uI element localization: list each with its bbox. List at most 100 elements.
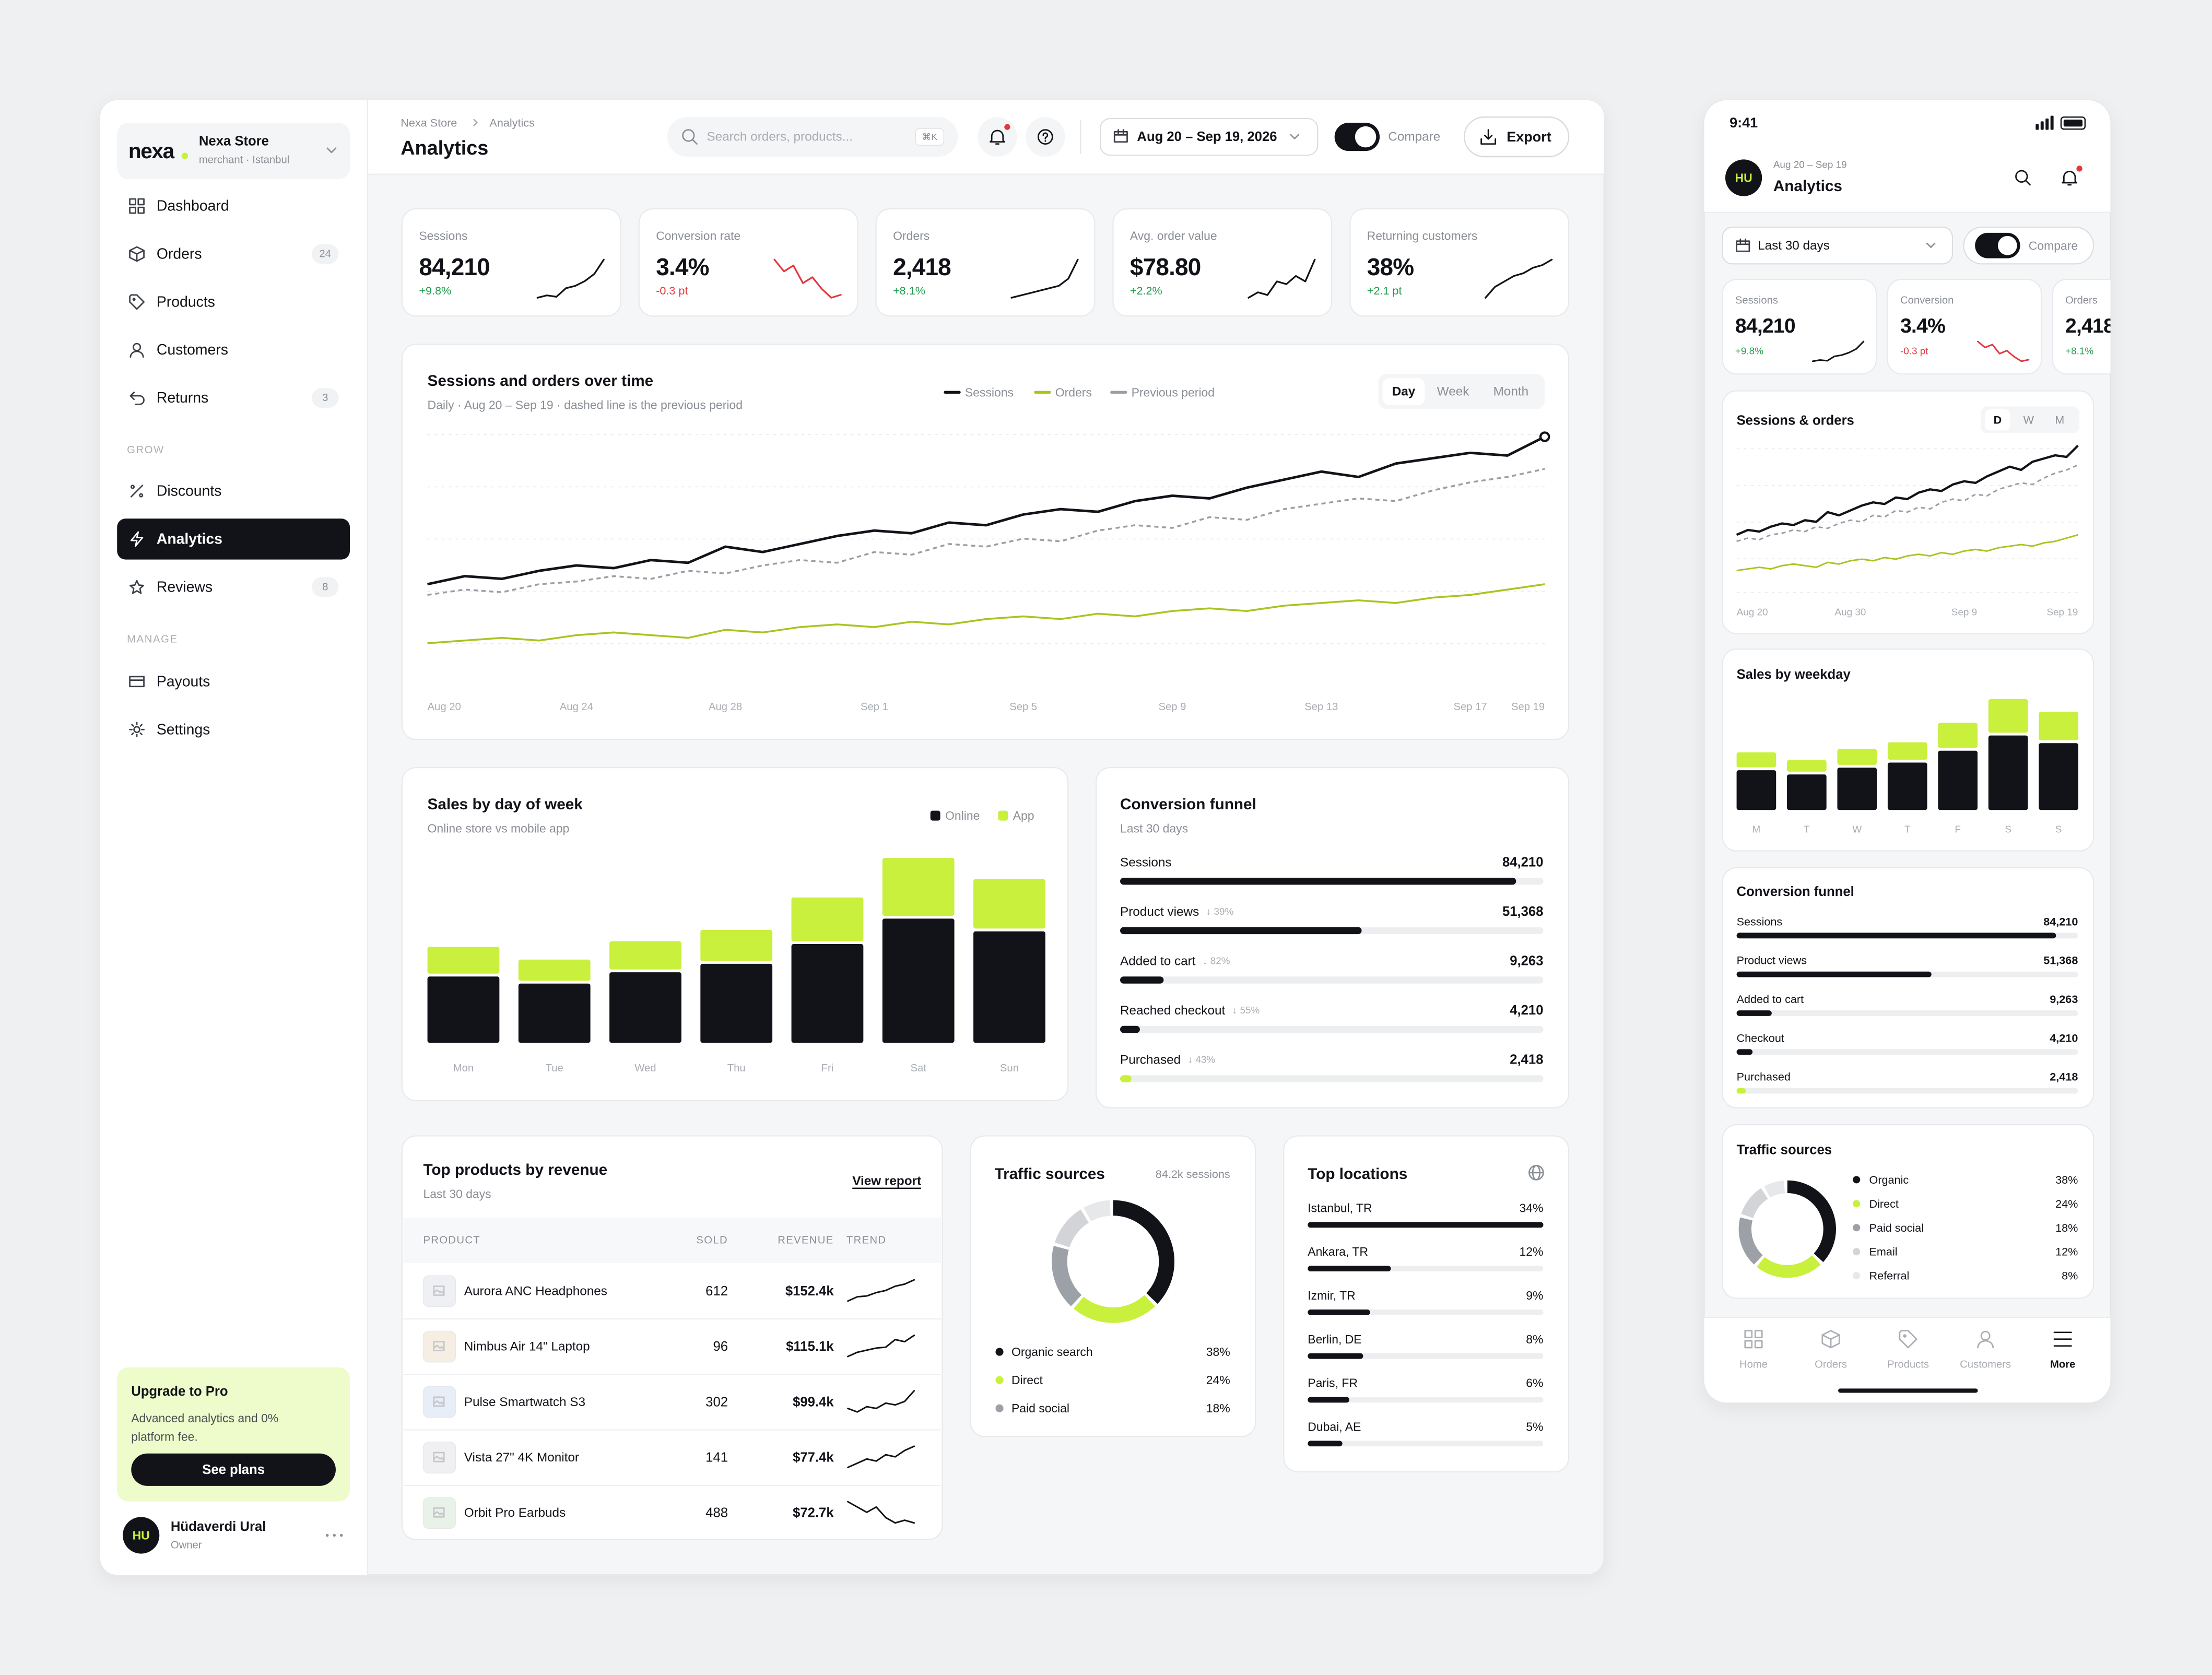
bottom-nav-icon [1744,1330,1763,1349]
chart-title: Sales by day of week [428,796,583,813]
location-bar [1308,1310,1370,1315]
funnel-drop: ↓ 82% [1203,956,1230,966]
nav-item[interactable] [117,661,350,702]
funnel-step-label: Product views [1120,904,1199,918]
store-switcher[interactable] [117,123,350,180]
donut-segment [1738,1180,1837,1278]
legend-dot [1853,1224,1861,1232]
funnel-step-label: Sessions [1120,855,1172,869]
location-bar [1308,1441,1343,1447]
card [2052,279,2111,375]
bar-segment [973,879,1045,929]
product-name: Aurora ANC Headphones [464,1284,607,1298]
nav-section: GROW [127,444,164,456]
funnel-bar [1736,1049,1753,1055]
funnel-step: Sessions [1737,915,1783,928]
funnel-value: 51,368 [1502,904,1543,919]
bar-segment [700,963,773,1043]
range-label: Day [1392,384,1416,398]
chevron [326,147,337,154]
location-bar [1308,1397,1349,1403]
nav-item[interactable] [117,709,350,750]
nav-item[interactable] [117,329,350,370]
funnel-track [1736,1010,2078,1016]
toggle-knob [1355,126,1376,148]
kpi-sparkline [773,258,842,299]
user-initials: HU [133,1528,150,1542]
location-bar [1308,1222,1544,1228]
search-field[interactable] [667,117,958,157]
funnel-value: 4,210 [1510,1003,1543,1018]
bar-segment [427,947,500,974]
compare-label: Compare [1388,130,1440,144]
date-picker[interactable] [1100,117,1319,156]
nav-label: Customers [157,341,228,358]
kpi-value: 84,210 [1735,315,1795,337]
breadcrumb-separator [473,119,478,126]
funnel-bar [1736,933,2056,939]
funnel-bar [1120,927,1362,935]
product-sold: 612 [705,1284,728,1299]
upgrade-button[interactable] [131,1453,336,1486]
column-header: TREND [846,1235,887,1246]
range-option-active[interactable] [1985,409,2010,431]
nav-icon [130,580,145,594]
range-option-active[interactable] [1382,378,1425,405]
location-track [1308,1397,1544,1403]
signal-bar [2045,119,2049,130]
funnel-step-label: Added to cart [1120,954,1196,968]
location-bar [1308,1266,1391,1272]
legend-label: Referral [1869,1269,1910,1282]
mobile-screen: 9:41 HU Aug 20 – Sep 19 Analytics Last 30 da… [1704,100,2111,1403]
x-tick-label: W [1852,824,1862,835]
kpi-sparkline [1010,258,1079,299]
legend-dot [995,1404,1004,1412]
legend-label: Paid social [1869,1221,1924,1234]
card [1096,767,1570,1108]
legend-dot [995,1348,1004,1356]
donut-segment [1738,1180,1837,1278]
product-trend [847,1445,915,1468]
signal-bar [2040,121,2044,130]
kpi-sparkline [1977,340,2030,362]
bar-segment [609,972,681,1043]
nav-item[interactable] [117,470,350,511]
user-menu-dot [340,1534,343,1537]
kpi-delta: +9.8% [419,284,451,297]
chart-title: Sales by weekday [1737,667,1851,682]
nav-icon [129,198,145,214]
kpi-delta: +2.1 pt [1367,284,1402,297]
kpi-value: 3.4% [656,253,709,280]
kpi-label: Orders [2065,295,2098,306]
mobile-avatar-initials: HU [1735,171,1752,185]
x-tick-label: Sat [910,1063,926,1074]
funnel-track [1736,1088,2078,1094]
nav-label: Products [157,293,215,310]
mobile-date-picker[interactable] [1722,227,1953,265]
traffic-legend: Organic search 38% Direct 24% Paid social 18%… [995,1345,1230,1414]
store-name: Nexa Store [199,134,269,148]
legend-value: 12% [2055,1245,2078,1258]
brand-dot [181,152,189,159]
nav-item[interactable] [117,185,350,226]
bottom-nav-icon [1899,1330,1917,1349]
nav-badge-count: 3 [322,392,328,404]
mobile-compare-label: Compare [2029,239,2078,252]
location-name: Istanbul, TR [1308,1201,1372,1214]
column-header: PRODUCT [423,1235,480,1246]
location-bar [1308,1353,1363,1359]
donut-segment [1051,1200,1175,1323]
nav-item[interactable] [117,281,350,322]
range-label: M [2055,414,2064,427]
x-tick-label: T [1904,824,1911,835]
view-report-link[interactable]: View report [852,1174,921,1188]
user-avatar [123,1517,160,1554]
notifications-button[interactable] [978,117,1017,157]
nav-item-active[interactable] [117,518,350,560]
bottom-nav-label: Home [1739,1359,1768,1370]
x-tick-label: Sep 19 [1511,701,1545,713]
funnel-bar [1736,1010,1772,1016]
export-button[interactable] [1463,116,1570,158]
bar-segment [1787,760,1827,772]
